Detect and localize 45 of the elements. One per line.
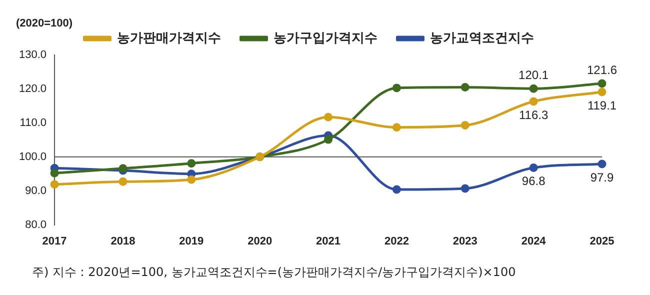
data-label: 121.6 [586,62,618,77]
y-tick-label: 130.0 [18,49,47,62]
data-label: 97.9 [590,170,614,184]
x-tick-label: 2025 [590,235,614,248]
point [392,185,401,194]
point [460,184,470,193]
point [598,88,606,96]
data-label: 96.8 [522,174,546,188]
x-tick-label: 2021 [316,235,341,248]
legend-label: 농가교역조건지수 [430,30,534,46]
legend-label: 농가구입가격지수 [273,30,378,46]
point [598,160,606,168]
x-tick-label: 2020 [248,235,272,248]
x-tick-label: 2023 [452,235,478,248]
y-tick-label: 120.0 [18,82,47,95]
point [392,123,401,132]
point [529,84,538,93]
x-tick-label: 2017 [42,235,67,248]
point [598,79,606,88]
x-tick-label: 2022 [384,235,409,248]
point [118,177,128,186]
point [50,168,59,178]
point [187,175,196,184]
y-tick-label: 80.0 [25,218,47,231]
legend-label: 농가판매가격지수 [116,30,221,46]
point [324,112,333,122]
text: 주) 지수 : 2020년=100, 농가교역조건지수=(농가판매가격지수/농가구입가격지수)×100 [31,264,517,281]
point [50,180,59,189]
point [460,83,470,92]
x-tick-label: 2024 [521,235,547,248]
x-tick-label: 2019 [179,235,204,248]
y-tick-label: 90.0 [25,184,47,197]
point [460,121,470,130]
point [392,84,401,92]
y-axis-title: (2020=100) [16,18,73,30]
x-tick-label: 2018 [110,235,136,248]
y-tick-label: 100.0 [18,150,47,163]
data-label: 120.1 [518,68,549,82]
point [529,163,538,172]
point [324,135,333,144]
data-label: 119.1 [587,98,617,112]
point [187,159,196,168]
point [529,97,538,106]
y-tick-label: 110.0 [20,116,47,129]
data-label: 116.3 [518,108,548,122]
